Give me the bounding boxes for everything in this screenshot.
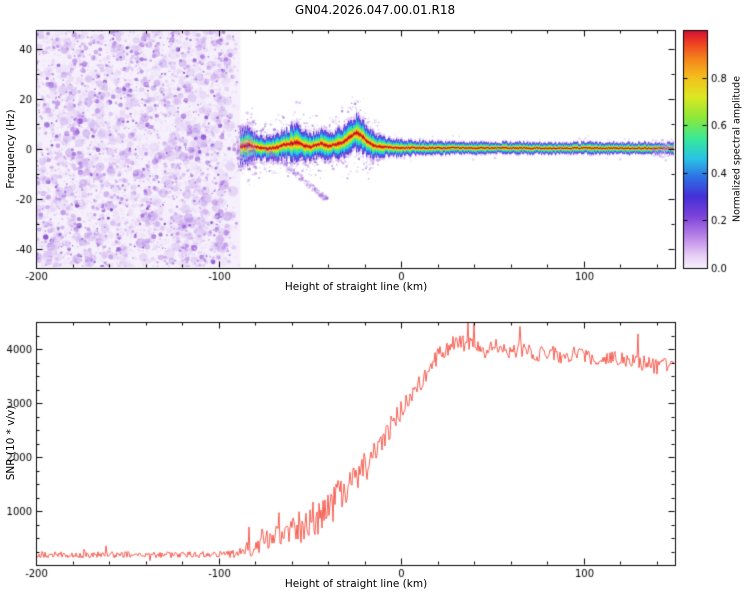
figure-title: GN04.2026.047.00.01.R18 [294, 3, 456, 17]
colorbar-label: Normalized spectral amplitude [731, 75, 743, 223]
spectrogram-y-axis-label: Frequency (Hz) [5, 109, 17, 189]
snr-x-axis-label: Height of straight line (km) [284, 578, 428, 590]
snr-y-axis-label: SNR (10 * v/v) [5, 405, 17, 481]
spectrogram-x-axis-label: Height of straight line (km) [284, 281, 428, 293]
